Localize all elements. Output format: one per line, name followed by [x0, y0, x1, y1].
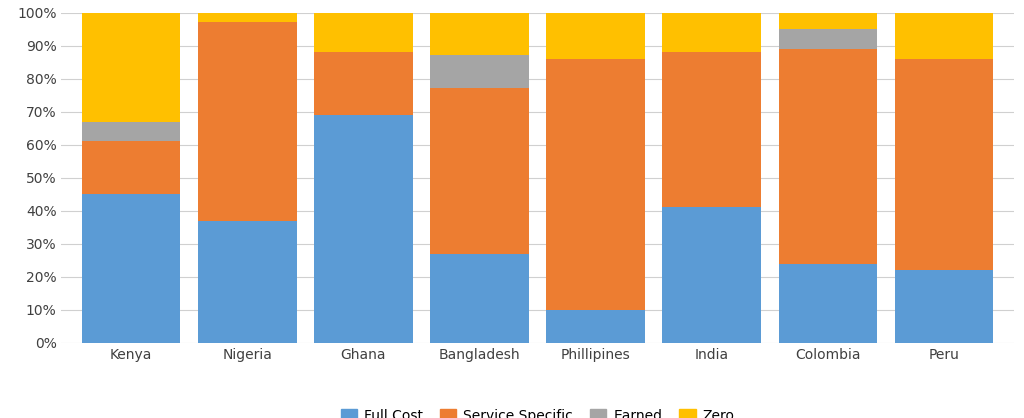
- Bar: [778, 263, 878, 343]
- Bar: [430, 13, 528, 56]
- Legend: Full Cost, Service Specific, Earned, Zero: Full Cost, Service Specific, Earned, Zer…: [335, 403, 740, 418]
- Bar: [430, 56, 528, 89]
- Bar: [198, 13, 297, 23]
- Bar: [663, 207, 761, 343]
- Bar: [547, 13, 645, 59]
- Bar: [198, 221, 297, 343]
- Bar: [778, 29, 878, 49]
- Bar: [547, 310, 645, 343]
- Bar: [82, 194, 180, 343]
- Bar: [82, 141, 180, 194]
- Bar: [895, 270, 993, 343]
- Bar: [547, 59, 645, 310]
- Bar: [198, 23, 297, 221]
- Bar: [314, 115, 413, 343]
- Bar: [895, 59, 993, 270]
- Bar: [82, 122, 180, 141]
- Bar: [895, 13, 993, 59]
- Bar: [778, 49, 878, 263]
- Bar: [663, 52, 761, 207]
- Bar: [314, 13, 413, 52]
- Bar: [778, 13, 878, 29]
- Bar: [82, 13, 180, 122]
- Bar: [314, 52, 413, 115]
- Bar: [663, 13, 761, 52]
- Bar: [430, 254, 528, 343]
- Bar: [430, 89, 528, 254]
